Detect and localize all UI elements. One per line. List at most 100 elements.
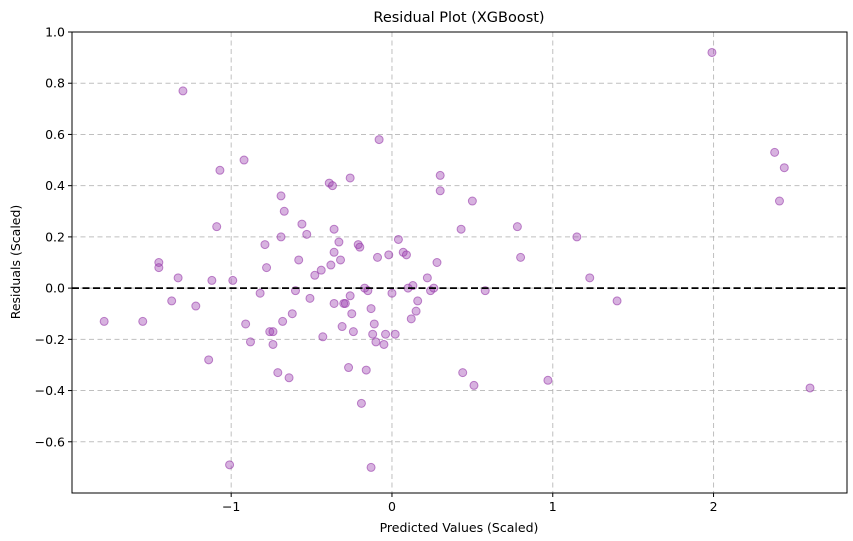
scatter-point	[435, 186, 445, 196]
scatter-point	[316, 265, 326, 275]
scatter-point	[318, 332, 328, 342]
data-points	[99, 47, 815, 472]
scatter-point	[310, 270, 320, 280]
y-tick-label: 1.0	[45, 25, 65, 40]
x-tick-label: 0	[388, 499, 396, 514]
scatter-point	[326, 260, 336, 270]
scatter-point	[411, 306, 421, 316]
scatter-point	[336, 255, 346, 265]
scatter-point	[294, 255, 304, 265]
scatter-point	[173, 273, 183, 283]
x-tick-label: −1	[222, 499, 240, 514]
scatter-point	[347, 309, 357, 319]
scatter-point	[435, 170, 445, 180]
scatter-point	[279, 206, 289, 216]
scatter-point	[241, 319, 251, 329]
scatter-point	[355, 242, 365, 252]
scatter-point	[432, 258, 442, 267]
scatter-point	[612, 296, 622, 306]
scatter-point	[379, 339, 389, 349]
scatter-point	[167, 296, 177, 306]
scatter-point	[260, 240, 270, 250]
scatter-point	[422, 273, 432, 283]
y-tick-label: −0.6	[35, 434, 65, 449]
scatter-point	[348, 327, 358, 337]
scatter-point	[393, 234, 403, 244]
scatter-point	[707, 47, 717, 57]
y-tick-label: 0.6	[45, 127, 65, 142]
scatter-point	[215, 165, 225, 175]
scatter-point	[356, 398, 366, 408]
scatter-point	[239, 155, 249, 165]
x-tick-label: 1	[549, 499, 557, 514]
scatter-point	[99, 316, 109, 326]
scatter-point	[265, 327, 275, 337]
scatter-point	[276, 191, 286, 201]
scatter-point	[458, 368, 468, 378]
scatter-point	[467, 196, 477, 206]
scatter-point	[456, 224, 466, 234]
scatter-point	[469, 380, 479, 390]
scatter-point	[572, 232, 582, 242]
scatter-point	[345, 173, 355, 183]
scatter-point	[340, 298, 350, 308]
scatter-point	[207, 275, 217, 285]
scatter-point	[268, 339, 278, 349]
scatter-point	[297, 219, 307, 229]
scatter-point	[345, 291, 355, 301]
scatter-point	[329, 247, 339, 257]
scatter-point	[374, 135, 384, 145]
scatter-point	[366, 462, 376, 472]
y-tick-label: 0.8	[45, 76, 65, 91]
scatter-point	[774, 196, 784, 206]
scatter-point	[543, 375, 553, 385]
scatter-point	[371, 337, 381, 347]
scatter-point	[329, 298, 339, 308]
scatter-point	[287, 309, 297, 319]
scatter-point	[228, 275, 238, 285]
scatter-point	[255, 288, 265, 298]
scatter-point	[204, 355, 214, 365]
scatter-point	[284, 373, 294, 383]
scatter-point	[366, 304, 376, 314]
scatter-point	[138, 316, 148, 326]
scatter-point	[334, 237, 344, 247]
scatter-point	[344, 363, 354, 373]
scatter-point	[154, 263, 164, 273]
scatter-point	[329, 224, 339, 234]
scatter-point	[337, 322, 347, 332]
scatter-point	[212, 222, 222, 232]
scatter-point	[262, 263, 272, 273]
x-tick-label: 2	[710, 499, 718, 514]
scatter-point	[406, 314, 416, 324]
scatter-point	[805, 383, 815, 393]
scatter-point	[225, 460, 235, 470]
scatter-point	[273, 368, 283, 378]
scatter-point	[779, 163, 789, 173]
scatter-point	[276, 232, 286, 242]
scatter-point	[401, 250, 411, 260]
scatter-point	[413, 296, 423, 306]
y-axis-title: Residuals (Scaled)	[8, 205, 23, 320]
scatter-point	[381, 329, 391, 339]
y-tick-label: 0.0	[45, 281, 65, 296]
scatter-point	[387, 288, 397, 298]
scatter-point	[178, 86, 188, 96]
scatter-point	[390, 329, 400, 339]
scatter-point	[302, 229, 312, 239]
y-tick-label: 0.4	[45, 178, 65, 193]
y-tick-label: −0.4	[35, 383, 65, 398]
plot-frame	[71, 31, 848, 494]
scatter-point	[384, 250, 394, 260]
scatter-point	[305, 293, 315, 303]
scatter-point	[278, 316, 288, 326]
chart-title: Residual Plot (XGBoost)	[373, 10, 544, 26]
scatter-point	[361, 365, 371, 375]
scatter-point	[516, 252, 526, 262]
scatter-point	[268, 327, 278, 337]
scatter-point	[770, 147, 780, 157]
scatter-point	[369, 319, 379, 329]
scatter-point	[191, 301, 201, 311]
